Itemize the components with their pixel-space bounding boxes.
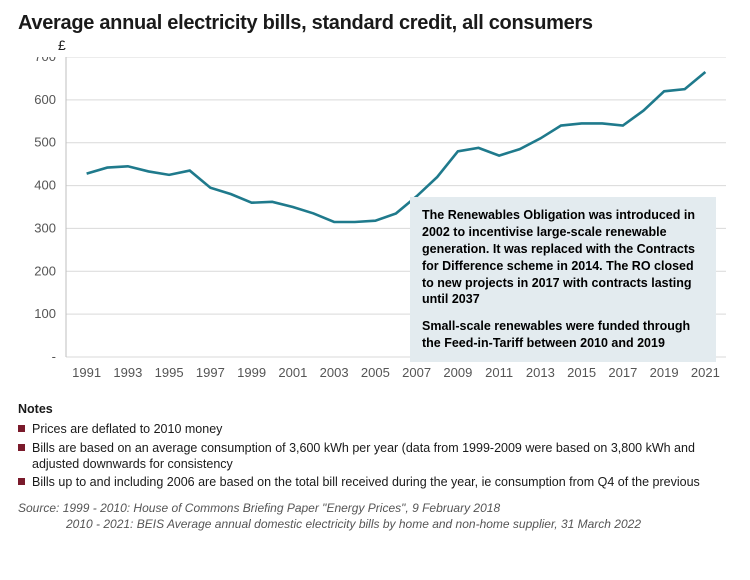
svg-text:2015: 2015 [567, 365, 596, 380]
notes-list: Prices are deflated to 2010 money Bills a… [18, 421, 732, 490]
svg-text:600: 600 [34, 92, 56, 107]
svg-text:-: - [52, 349, 56, 364]
svg-text:1991: 1991 [72, 365, 101, 380]
notes-item: Bills up to and including 2006 are based… [18, 474, 732, 490]
svg-text:2017: 2017 [608, 365, 637, 380]
svg-text:2013: 2013 [526, 365, 555, 380]
svg-text:100: 100 [34, 306, 56, 321]
y-axis-unit: £ [58, 37, 732, 53]
notes-section: Notes Prices are deflated to 2010 money B… [18, 401, 732, 490]
svg-text:2009: 2009 [443, 365, 472, 380]
notes-item: Prices are deflated to 2010 money [18, 421, 732, 437]
source-prefix: Source: [18, 501, 63, 515]
svg-text:2005: 2005 [361, 365, 390, 380]
chart-container: - 100 200 300 400 500 600 700 1991 1993 1995 1997 19… [18, 57, 732, 387]
source-line-2: 2010 - 2021: BEIS Average annual domesti… [18, 516, 732, 532]
svg-text:400: 400 [34, 178, 56, 193]
svg-text:2019: 2019 [650, 365, 679, 380]
callout-paragraph-2: Small-scale renewables were funded throu… [422, 318, 704, 352]
svg-text:2007: 2007 [402, 365, 431, 380]
svg-text:2021: 2021 [691, 365, 720, 380]
notes-heading: Notes [18, 401, 732, 417]
chart-title: Average annual electricity bills, standa… [18, 12, 732, 35]
callout-box: The Renewables Obligation was introduced… [410, 197, 716, 362]
callout-paragraph-1: The Renewables Obligation was introduced… [422, 207, 704, 308]
svg-text:1993: 1993 [113, 365, 142, 380]
notes-item: Bills are based on an average consumptio… [18, 440, 732, 473]
svg-text:700: 700 [34, 57, 56, 64]
source-line-1: 1999 - 2010: House of Commons Briefing P… [63, 501, 500, 515]
svg-text:2003: 2003 [320, 365, 349, 380]
source-section: Source: 1999 - 2010: House of Commons Br… [18, 500, 732, 532]
svg-text:300: 300 [34, 220, 56, 235]
svg-text:1995: 1995 [155, 365, 184, 380]
svg-text:1997: 1997 [196, 365, 225, 380]
svg-text:2001: 2001 [278, 365, 307, 380]
svg-text:2011: 2011 [485, 365, 513, 380]
svg-text:200: 200 [34, 263, 56, 278]
svg-text:500: 500 [34, 135, 56, 150]
svg-text:1999: 1999 [237, 365, 266, 380]
